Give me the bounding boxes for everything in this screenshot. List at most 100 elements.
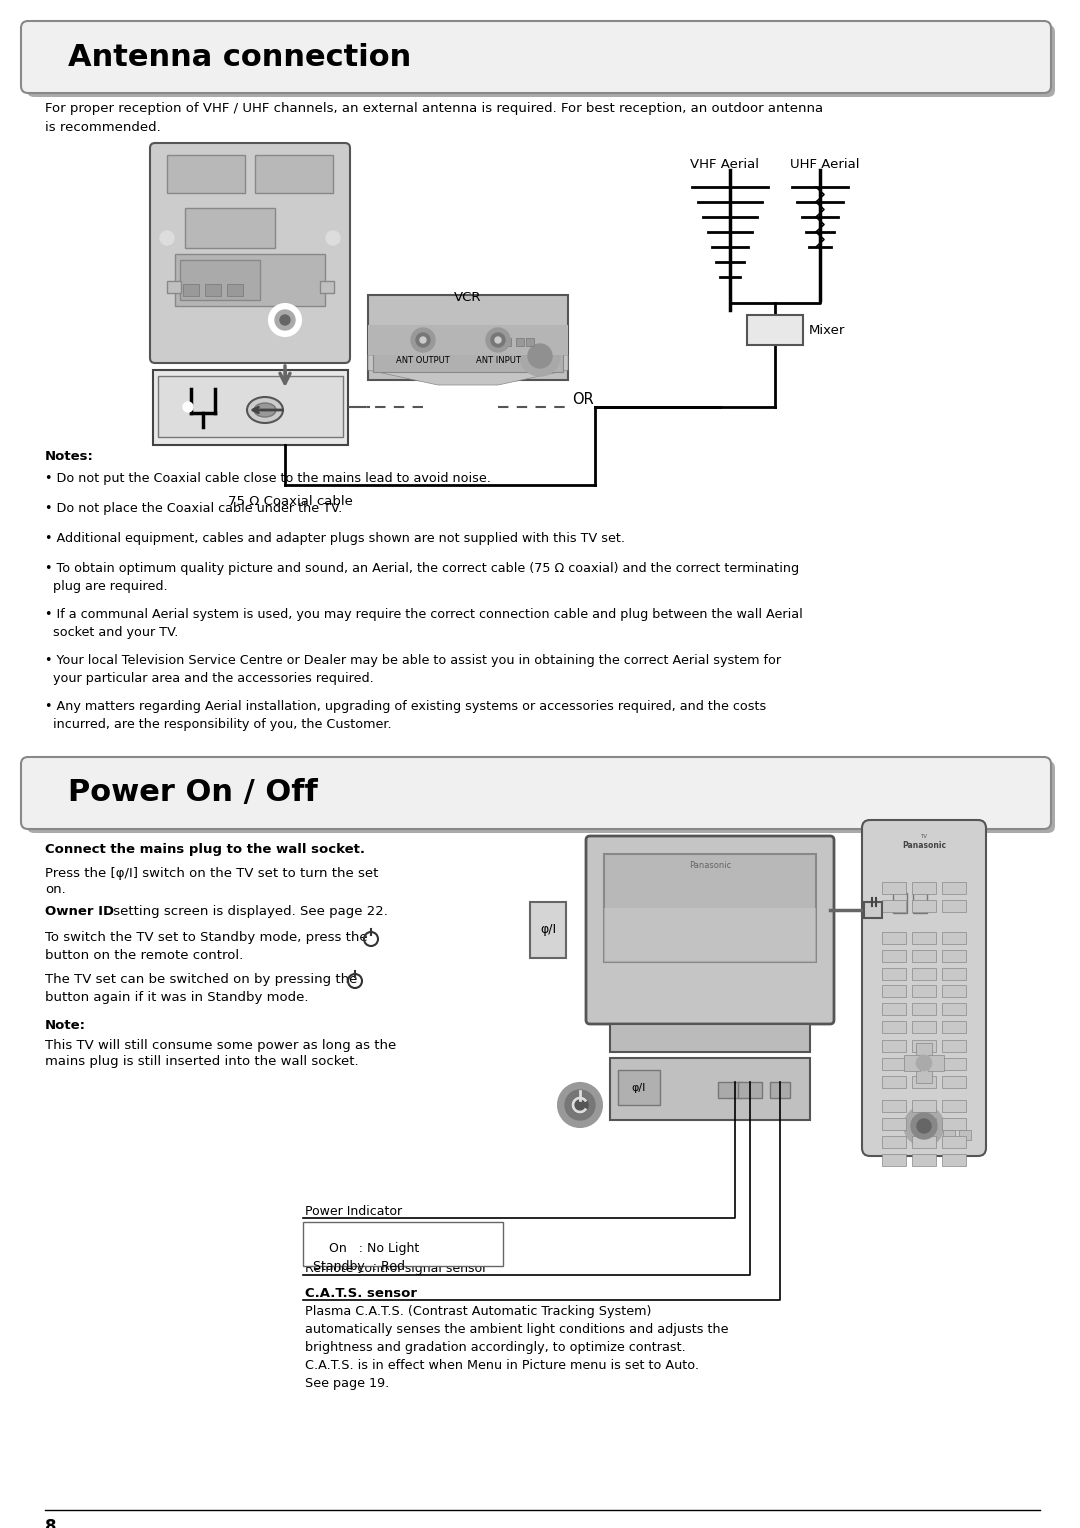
Text: This TV will still consume some power as long as the: This TV will still consume some power as… — [45, 1039, 396, 1051]
Circle shape — [160, 231, 174, 244]
Text: mains plug is still inserted into the wall socket.: mains plug is still inserted into the wa… — [45, 1054, 359, 1068]
Bar — [882, 900, 906, 912]
Text: on.: on. — [45, 883, 66, 895]
Text: Owner ID: Owner ID — [45, 905, 114, 918]
Text: button again if it was in Standby mode.: button again if it was in Standby mode. — [45, 992, 309, 1004]
Text: setting screen is displayed. See page 22.: setting screen is displayed. See page 22… — [109, 905, 388, 918]
Text: Note:: Note: — [45, 1019, 86, 1031]
Text: • Additional equipment, cables and adapter plugs shown are not supplied with thi: • Additional equipment, cables and adapt… — [45, 532, 625, 545]
Bar — [153, 370, 348, 445]
Bar — [158, 376, 343, 437]
Bar — [882, 1118, 906, 1131]
Text: TV: TV — [920, 833, 928, 839]
Bar — [882, 882, 906, 894]
Bar — [912, 1154, 936, 1166]
Circle shape — [495, 338, 501, 342]
Bar — [942, 882, 966, 894]
Bar — [610, 1024, 810, 1051]
Circle shape — [411, 329, 435, 351]
Bar — [180, 260, 260, 299]
Bar — [167, 154, 245, 193]
Circle shape — [269, 304, 301, 336]
Bar — [928, 1054, 944, 1071]
Text: The TV set can be switched on by pressing the: The TV set can be switched on by pressin… — [45, 973, 357, 986]
Circle shape — [416, 333, 430, 347]
FancyBboxPatch shape — [21, 21, 1051, 93]
Bar — [183, 284, 199, 296]
Bar — [882, 986, 906, 996]
Bar — [882, 1041, 906, 1051]
Bar — [185, 208, 275, 248]
Bar — [912, 1021, 936, 1033]
Bar — [942, 950, 966, 963]
Bar — [916, 1044, 932, 1059]
Bar — [912, 882, 936, 894]
Bar — [942, 1041, 966, 1051]
Bar — [882, 1135, 906, 1148]
Circle shape — [912, 1112, 937, 1138]
Bar — [912, 1002, 936, 1015]
Text: • Your local Television Service Centre or Dealer may be able to assist you in ob: • Your local Television Service Centre o… — [45, 654, 781, 685]
Text: brightness and gradation accordingly, to optimize contrast.: brightness and gradation accordingly, to… — [305, 1342, 686, 1354]
Circle shape — [565, 1089, 595, 1120]
Bar — [942, 1118, 966, 1131]
Circle shape — [326, 231, 340, 244]
Text: • Do not put the Coaxial cable close to the mains lead to avoid noise.: • Do not put the Coaxial cable close to … — [45, 472, 491, 484]
Text: Remote control signal sensor: Remote control signal sensor — [305, 1262, 487, 1274]
Bar — [942, 1154, 966, 1166]
Bar — [205, 284, 221, 296]
Bar — [912, 1100, 936, 1112]
Circle shape — [491, 333, 505, 347]
Text: Press the [φ/I] switch on the TV set to turn the set: Press the [φ/I] switch on the TV set to … — [45, 866, 378, 880]
Bar — [942, 1021, 966, 1033]
Bar — [368, 325, 568, 354]
Circle shape — [572, 1097, 588, 1112]
Bar — [618, 1070, 660, 1105]
Bar — [912, 900, 936, 912]
Bar — [942, 1076, 966, 1088]
Text: VHF Aerial: VHF Aerial — [690, 157, 759, 171]
Text: automatically senses the ambient light conditions and adjusts the: automatically senses the ambient light c… — [305, 1323, 729, 1335]
Bar — [175, 254, 325, 306]
Text: 8: 8 — [45, 1517, 56, 1528]
Text: Panasonic: Panasonic — [689, 862, 731, 871]
Text: Mixer: Mixer — [809, 324, 846, 336]
Bar — [912, 969, 936, 979]
Bar — [959, 1131, 971, 1140]
Circle shape — [280, 315, 291, 325]
Text: Notes:: Notes: — [45, 451, 94, 463]
Bar — [530, 902, 566, 958]
Circle shape — [183, 402, 193, 413]
Bar — [943, 1131, 955, 1140]
Bar — [604, 854, 816, 963]
Bar — [942, 900, 966, 912]
Circle shape — [528, 344, 552, 368]
Circle shape — [420, 338, 426, 342]
Bar — [882, 1100, 906, 1112]
Bar — [904, 1054, 920, 1071]
Text: OR: OR — [572, 393, 594, 408]
Bar — [912, 986, 936, 996]
Text: button on the remote control.: button on the remote control. — [45, 949, 243, 963]
Bar — [912, 932, 936, 944]
Text: VCR: VCR — [455, 290, 482, 304]
Text: ANT INPUT: ANT INPUT — [475, 356, 521, 365]
Bar — [912, 1076, 936, 1088]
Bar — [604, 908, 816, 963]
Bar — [912, 1057, 936, 1070]
Bar — [882, 932, 906, 944]
Bar — [942, 1057, 966, 1070]
Text: Plasma C.A.T.S. (Contrast Automatic Tracking System): Plasma C.A.T.S. (Contrast Automatic Trac… — [305, 1305, 651, 1319]
Ellipse shape — [247, 397, 283, 423]
Bar — [882, 1057, 906, 1070]
Bar — [913, 892, 927, 914]
Bar — [320, 281, 334, 293]
Text: φ/I: φ/I — [540, 923, 556, 937]
Bar — [942, 1002, 966, 1015]
Circle shape — [486, 329, 510, 351]
Polygon shape — [368, 354, 568, 385]
Bar — [255, 154, 333, 193]
Circle shape — [904, 1106, 944, 1146]
Text: Connect the mains plug to the wall socket.: Connect the mains plug to the wall socke… — [45, 843, 365, 856]
FancyBboxPatch shape — [862, 821, 986, 1157]
